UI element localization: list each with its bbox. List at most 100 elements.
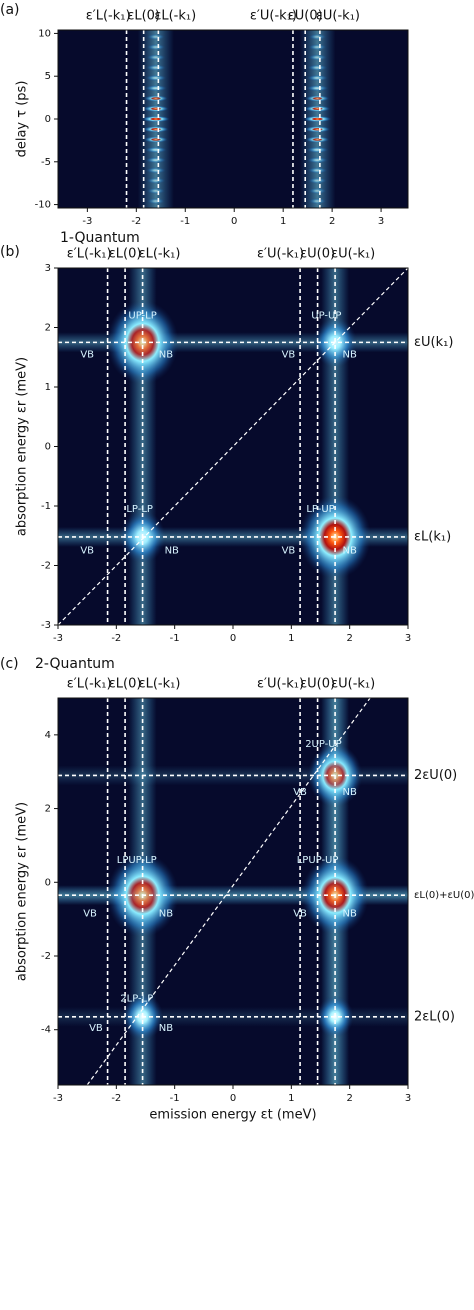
fringe <box>146 54 166 61</box>
x-tick-label: -3 <box>53 1093 63 1104</box>
line-label: 2εL(0) <box>414 1009 455 1024</box>
y-tick-label: 1 <box>45 382 51 393</box>
y-axis-label: absorption energy εr (meV) <box>15 357 30 536</box>
annotation: NB <box>159 909 173 920</box>
line-label: εU(-k₁) <box>316 9 360 24</box>
panel-title: 1-Quantum <box>60 230 140 246</box>
y-tick-label: 2 <box>45 804 51 815</box>
y-tick-label: 5 <box>45 71 51 82</box>
diagonal <box>58 268 408 625</box>
line-label: εL(-k₁) <box>139 247 181 262</box>
y-tick-label: -5 <box>41 157 51 168</box>
panel-label: (b) <box>0 244 20 260</box>
line-label: 2εU(0) <box>414 768 457 783</box>
fringe <box>145 74 167 82</box>
x-tick-label: 1 <box>288 1093 294 1104</box>
line-label: εU(0) <box>300 247 335 262</box>
x-tick-label: -2 <box>111 1093 121 1104</box>
y-tick-label: -3 <box>41 620 51 631</box>
annotation: 2LP-LP <box>120 993 153 1004</box>
line-label: εU(-k₁) <box>331 247 375 262</box>
fringe <box>142 126 169 133</box>
x-tick-label: 2 <box>346 633 352 644</box>
fringe <box>308 33 327 41</box>
annotation: NB <box>342 787 356 798</box>
fringe <box>141 115 170 123</box>
annotation: VB <box>80 546 94 557</box>
line-label: εL(-k₁) <box>154 9 196 24</box>
line-label: ε′U(-k₁) <box>250 9 297 24</box>
fringe <box>304 126 331 133</box>
line-label: ε′L(-k₁) <box>67 677 112 692</box>
line-label: ε′L(-k₁) <box>86 9 131 24</box>
fringe <box>146 187 166 195</box>
y-tick-label: -2 <box>41 561 51 572</box>
x-tick-label: -3 <box>53 633 63 644</box>
diagonal <box>86 698 371 1085</box>
y-tick-label: -1 <box>41 501 51 512</box>
fringe <box>145 167 167 174</box>
fringe <box>304 105 331 112</box>
fringe <box>146 33 166 41</box>
x-axis-label: emission energy εt (meV) <box>149 1108 316 1123</box>
x-tick-label: 2 <box>346 1093 352 1104</box>
panel-title: 2-Quantum <box>35 656 115 672</box>
fringe <box>307 43 327 51</box>
x-tick-label: 0 <box>231 216 237 227</box>
y-tick-label: -4 <box>41 1025 51 1036</box>
annotation: LP-LP <box>126 504 153 515</box>
line-label: ε′U(-k₁) <box>257 677 304 692</box>
fringe <box>145 156 167 164</box>
x-tick-label: 2 <box>329 216 335 227</box>
annotation: VB <box>80 349 94 360</box>
line-label: εU(k₁) <box>414 335 453 350</box>
fringe <box>143 95 168 102</box>
x-tick-label: -2 <box>111 633 121 644</box>
x-tick-label: 3 <box>378 216 384 227</box>
x-tick-label: -3 <box>82 216 92 227</box>
line-label: εU(0) <box>300 677 335 692</box>
fringe <box>307 167 328 174</box>
line-label: εL(0) <box>109 677 142 692</box>
annotation: NB <box>342 349 356 360</box>
line-label: εL(0) <box>109 247 142 262</box>
x-tick-label: -1 <box>170 633 180 644</box>
x-tick-label: 3 <box>405 633 411 644</box>
fringe <box>307 177 328 184</box>
fringe <box>307 187 327 195</box>
fringe <box>307 64 328 71</box>
x-tick-label: 0 <box>230 1093 236 1104</box>
annotation: NB <box>159 349 173 360</box>
y-tick-label: 4 <box>45 730 51 741</box>
annotation: NB <box>159 1023 173 1034</box>
line-label: εL(-k₁) <box>139 677 181 692</box>
y-tick-label: 2 <box>45 323 51 334</box>
fringe <box>145 64 167 71</box>
fringe <box>146 177 166 184</box>
annotation: NB <box>342 546 356 557</box>
line-label: εL(0)+εU(0) <box>414 890 474 901</box>
fringe <box>306 74 329 82</box>
fringe <box>306 156 329 164</box>
background <box>58 30 408 208</box>
x-tick-label: 1 <box>288 633 294 644</box>
y-tick-label: 10 <box>38 28 51 39</box>
line-label: εU(-k₁) <box>331 677 375 692</box>
fringe <box>306 84 329 92</box>
panel-label: (c) <box>0 656 19 672</box>
fringe <box>307 54 328 61</box>
y-tick-label: 0 <box>45 114 51 125</box>
annotation: VB <box>282 546 296 557</box>
annotation: UP-LP <box>128 311 156 322</box>
x-tick-label: 3 <box>405 1093 411 1104</box>
annotation: UP-UP <box>311 311 341 322</box>
fringe <box>143 136 168 143</box>
annotation: VB <box>83 909 97 920</box>
fringe <box>146 43 166 51</box>
fringe <box>305 95 330 102</box>
y-tick-label: 0 <box>45 877 51 888</box>
annotation: LP-UP <box>306 504 334 515</box>
annotation: 2UP-UP <box>305 739 341 750</box>
x-tick-label: -1 <box>180 216 190 227</box>
